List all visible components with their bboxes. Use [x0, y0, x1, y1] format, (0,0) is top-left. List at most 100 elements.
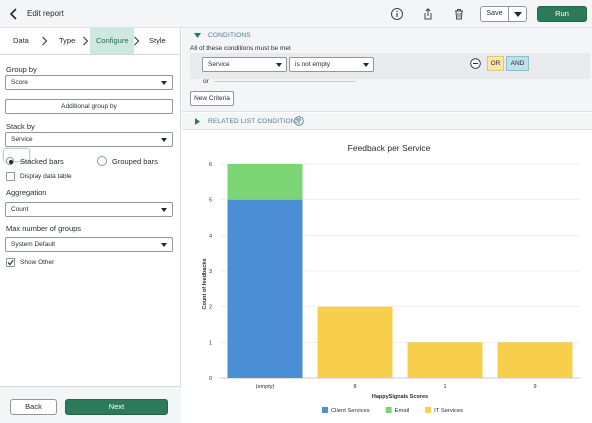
condition-field-select[interactable]: Service	[202, 57, 287, 72]
additional-group-by-button[interactable]: Additional group by	[5, 99, 173, 114]
chevron-down-icon	[513, 11, 522, 17]
stack-by-select[interactable]: Service	[5, 132, 173, 147]
related-list-conditions-title: RELATED LIST CONDITIONS	[208, 118, 301, 125]
step-data[interactable]: Data	[13, 36, 29, 45]
legend-swatch	[322, 407, 328, 413]
max-groups-select[interactable]: System Default	[5, 237, 173, 252]
new-criteria-button[interactable]: New Criteria	[190, 91, 234, 106]
condition-operator-value: is not empty	[295, 61, 331, 68]
stacked-bars-radio[interactable]	[6, 157, 14, 165]
step-style[interactable]: Style	[149, 36, 166, 45]
display-data-table-checkbox[interactable]	[6, 172, 15, 181]
chevron-right-icon	[42, 36, 48, 46]
stack-by-label: Stack by	[6, 122, 35, 131]
y-tick-label: 3	[209, 269, 212, 275]
share-icon[interactable]	[421, 7, 435, 21]
step-type[interactable]: Type	[59, 36, 76, 45]
x-tick-label: (empty)	[256, 384, 275, 390]
y-tick-label: 4	[209, 233, 212, 239]
stacked-bars-label: Stacked bars	[20, 157, 64, 166]
next-button[interactable]: Next	[65, 399, 168, 415]
show-other-checkbox[interactable]	[6, 258, 15, 267]
chevron-left-icon[interactable]	[8, 7, 20, 21]
y-tick-label: 1	[209, 340, 212, 346]
save-options-button[interactable]	[509, 7, 526, 21]
chart-title: Feedback per Service	[348, 143, 431, 153]
legend-swatch	[425, 407, 432, 413]
bar-segment[interactable]	[497, 342, 573, 378]
related-list-conditions-section: RELATED LIST CONDITIONS	[182, 113, 592, 130]
y-tick-label: 0	[209, 376, 212, 382]
aggregation-select[interactable]: Count	[5, 202, 173, 217]
or-separator-label: or	[203, 78, 209, 85]
checkmark-icon	[7, 259, 14, 266]
and-button[interactable]: AND	[506, 56, 529, 71]
or-separator-line	[214, 81, 356, 82]
wizard-footer: Back Next	[0, 386, 181, 423]
caret-down-icon	[161, 208, 167, 212]
group-by-select[interactable]: Score	[5, 75, 173, 90]
run-button[interactable]: Run	[537, 6, 587, 22]
display-data-table-label: Display data table	[20, 173, 72, 180]
max-groups-label: Max number of groups	[6, 224, 82, 233]
y-axis-label: Count of feedbacks	[202, 258, 208, 309]
x-axis-label: HappySignals Scores	[372, 394, 428, 400]
legend-label[interactable]: IT Services	[434, 408, 463, 414]
aggregation-value: Count	[11, 206, 29, 213]
stack-by-value: Service	[11, 136, 33, 143]
chevron-right-icon	[83, 36, 89, 46]
focus-indicator	[3, 148, 30, 162]
condition-operator-select[interactable]: is not empty	[289, 57, 374, 72]
trash-icon[interactable]	[452, 7, 466, 21]
bar-segment[interactable]	[227, 164, 303, 200]
bar-segment[interactable]	[407, 342, 483, 378]
legend-swatch	[385, 407, 392, 413]
caret-down-icon	[363, 63, 369, 67]
show-other-label: Show Other	[20, 259, 55, 266]
or-button[interactable]: OR	[487, 56, 504, 71]
step-navigation: Data Type Configure Style	[0, 28, 181, 55]
report-header: Edit report Save Run	[0, 0, 592, 28]
triangle-right-icon[interactable]	[194, 118, 201, 125]
legend-label[interactable]: Email	[395, 408, 410, 414]
group-by-value: Score	[11, 79, 28, 86]
group-by-label: Group by	[6, 65, 37, 74]
page-title: Edit report	[27, 9, 64, 18]
y-tick-label: 6	[209, 162, 212, 168]
caret-down-icon	[161, 138, 167, 142]
aggregation-label: Aggregation	[6, 188, 47, 197]
tick-labels: 0 1 2 3 4 5 6 (empty) 8 1 9	[209, 162, 537, 390]
bar-segment[interactable]	[227, 199, 303, 378]
bars	[227, 164, 573, 378]
step-configure[interactable]: Configure	[90, 28, 134, 54]
y-tick-label: 5	[209, 198, 212, 204]
configure-panel: Data Type Configure Style Group by Score…	[0, 28, 181, 423]
caret-down-icon	[161, 243, 167, 247]
info-icon[interactable]	[390, 7, 404, 21]
x-tick-label: 1	[443, 384, 446, 390]
feedback-chart: Feedback per Service Count of feedbacks …	[202, 143, 580, 414]
help-icon[interactable]	[294, 116, 304, 126]
caret-down-icon	[276, 63, 282, 67]
save-button[interactable]: Save	[481, 7, 509, 21]
caret-down-icon	[161, 81, 167, 85]
x-tick-label: 8	[353, 384, 356, 390]
save-button-group: Save	[480, 6, 527, 22]
chevron-right-icon	[134, 36, 140, 46]
legend-label[interactable]: Client Services	[331, 408, 370, 414]
y-tick-label: 2	[209, 305, 212, 311]
legend: Client Services Email IT Services	[322, 407, 463, 414]
grouped-bars-radio[interactable]	[97, 156, 107, 166]
conditions-section: CONDITIONS All of these conditions must …	[182, 28, 592, 112]
conditions-title: CONDITIONS	[208, 32, 251, 39]
condition-field-value: Service	[208, 61, 230, 68]
remove-condition-icon[interactable]	[470, 58, 481, 69]
grouped-bars-label: Grouped bars	[112, 157, 158, 166]
conditions-description: All of these conditions must be met	[190, 45, 291, 52]
triangle-down-icon[interactable]	[194, 32, 201, 39]
max-groups-value: System Default	[11, 241, 56, 248]
back-button[interactable]: Back	[10, 399, 57, 415]
x-tick-label: 9	[533, 384, 536, 390]
condition-row: Service is not empty	[190, 53, 590, 79]
bar-segment[interactable]	[317, 306, 393, 378]
